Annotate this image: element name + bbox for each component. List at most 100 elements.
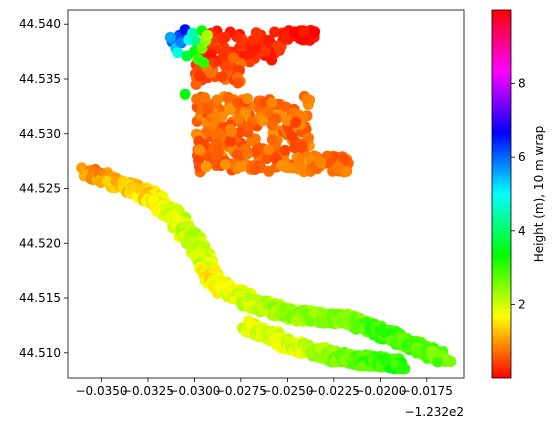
x-tick-label: −0.0300	[168, 384, 220, 398]
data-point	[224, 104, 236, 116]
data-point	[289, 27, 301, 39]
data-point	[226, 126, 238, 138]
data-point	[296, 141, 307, 153]
data-point	[309, 26, 321, 38]
data-point	[219, 31, 231, 43]
x-tick-label: −0.0175	[401, 384, 453, 398]
data-point	[257, 115, 269, 127]
colorbar-tick-label: 8	[518, 77, 526, 91]
data-point	[198, 57, 210, 69]
colorbar	[491, 9, 512, 379]
data-point	[338, 154, 350, 166]
data-point	[232, 77, 244, 89]
plot-frame	[67, 9, 465, 379]
data-point	[246, 135, 258, 147]
y-tick-label: 44.535	[19, 72, 61, 86]
data-point	[445, 356, 457, 368]
data-point	[315, 157, 327, 169]
data-point	[179, 88, 191, 100]
data-point	[216, 71, 228, 83]
data-point	[164, 31, 176, 43]
data-point	[280, 29, 292, 41]
data-point	[218, 51, 230, 63]
data-point	[193, 135, 205, 147]
data-point	[224, 135, 236, 147]
data-point	[202, 103, 214, 115]
data-point	[332, 161, 344, 173]
x-tick-label: −0.0350	[75, 384, 127, 398]
colorbar-axis: 2 4 6 8	[511, 77, 526, 311]
data-point	[205, 49, 217, 61]
data-point	[286, 130, 298, 142]
data-point	[220, 60, 231, 72]
data-point	[201, 29, 213, 41]
data-point	[222, 91, 234, 103]
y-tick-label: 44.510	[19, 346, 61, 360]
data-point	[247, 34, 259, 46]
data-point	[240, 143, 252, 155]
y-tick-label: 44.530	[19, 127, 61, 141]
data-point	[396, 363, 408, 375]
data-point	[281, 115, 293, 127]
data-point	[340, 166, 352, 177]
data-point	[262, 34, 274, 46]
data-point	[263, 165, 275, 177]
data-point	[301, 93, 313, 105]
data-point	[209, 111, 221, 123]
data-point	[187, 27, 199, 39]
data-point	[281, 162, 293, 174]
x-tick-label: −0.0250	[261, 384, 313, 398]
data-point	[298, 25, 309, 37]
data-point	[232, 113, 244, 125]
data-point	[266, 134, 278, 146]
data-point	[293, 163, 304, 175]
data-point	[249, 164, 261, 175]
data-point	[235, 161, 247, 173]
data-point	[250, 43, 262, 55]
data-point	[266, 97, 278, 109]
data-point	[212, 146, 224, 158]
data-point	[266, 54, 278, 66]
data-point	[213, 127, 225, 139]
data-point	[290, 116, 302, 128]
colorbar-tick-label: 2	[518, 297, 526, 311]
data-point	[199, 92, 211, 104]
data-point	[269, 26, 281, 38]
colorbar-tick-label: 6	[518, 150, 526, 164]
y-tick-label: 44.520	[19, 236, 61, 250]
data-point	[244, 56, 256, 68]
data-point	[263, 144, 275, 156]
data-point	[172, 47, 184, 59]
data-point	[231, 149, 243, 161]
x-tick-label: −0.0200	[354, 384, 406, 398]
y-tick-label: 44.525	[19, 182, 61, 196]
x-tick-label: −0.0325	[122, 384, 174, 398]
x-tick-label: −0.0225	[308, 384, 360, 398]
y-axis: 44.510 44.515 44.520 44.525 44.530 44.535 44.5…	[19, 17, 68, 360]
data-point	[259, 45, 271, 57]
data-point	[266, 119, 278, 131]
data-point	[211, 94, 223, 106]
colorbar-label: Height (m), 10 m wrap	[532, 126, 546, 262]
data-point	[194, 144, 206, 156]
x-axis: −0.0350−0.0325−0.0300−0.0275−0.0250−0.02…	[75, 378, 453, 398]
data-point	[194, 70, 205, 82]
y-tick-label: 44.515	[19, 291, 61, 305]
data-points	[76, 24, 457, 375]
data-point	[261, 153, 273, 164]
x-offset-label: −1.232e2	[405, 405, 464, 419]
data-point	[200, 161, 212, 173]
data-point	[219, 158, 231, 170]
data-point	[432, 356, 444, 368]
y-tick-label: 44.540	[19, 17, 61, 31]
x-tick-label: −0.0275	[215, 384, 267, 398]
data-point	[262, 105, 274, 117]
data-point	[279, 144, 291, 156]
colorbar-tick-label: 4	[518, 224, 526, 238]
data-point	[228, 52, 239, 64]
data-point	[234, 40, 246, 52]
data-point	[241, 93, 253, 105]
data-point	[242, 121, 254, 133]
